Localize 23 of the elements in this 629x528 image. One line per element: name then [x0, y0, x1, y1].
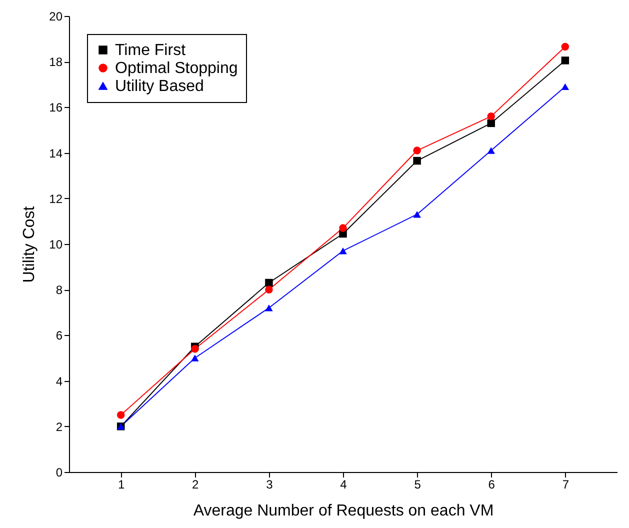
x-tick-label: 4 — [340, 478, 348, 492]
y-tick-label: 12 — [49, 192, 63, 206]
y-tick-label: 18 — [49, 55, 63, 70]
x-tick-label: 6 — [488, 478, 496, 492]
y-tick-label: 0 — [56, 466, 63, 480]
legend-label: Optimal Stopping — [115, 60, 238, 77]
y-tick-label: 14 — [49, 146, 63, 160]
y-tick-label: 16 — [49, 100, 63, 115]
y-tick-label: 4 — [56, 374, 63, 388]
legend-label: Time First — [115, 42, 186, 59]
x-axis-title: Average Number of Requests on each VM — [193, 502, 494, 520]
x-tick-label: 3 — [266, 478, 274, 492]
y-tick-label: 10 — [49, 238, 63, 252]
y-tick-label: 8 — [56, 283, 63, 298]
y-tick-label: 6 — [56, 328, 63, 343]
x-tick-label: 2 — [192, 478, 200, 492]
x-tick-label: 7 — [562, 478, 570, 492]
y-tick-label: 2 — [56, 420, 63, 434]
y-axis-title: Utility Cost — [21, 206, 38, 283]
x-tick-label: 5 — [414, 478, 422, 492]
y-tick-label: 20 — [49, 10, 63, 24]
x-tick-label: 1 — [118, 478, 125, 492]
legend-label: Utility Based — [115, 78, 204, 95]
